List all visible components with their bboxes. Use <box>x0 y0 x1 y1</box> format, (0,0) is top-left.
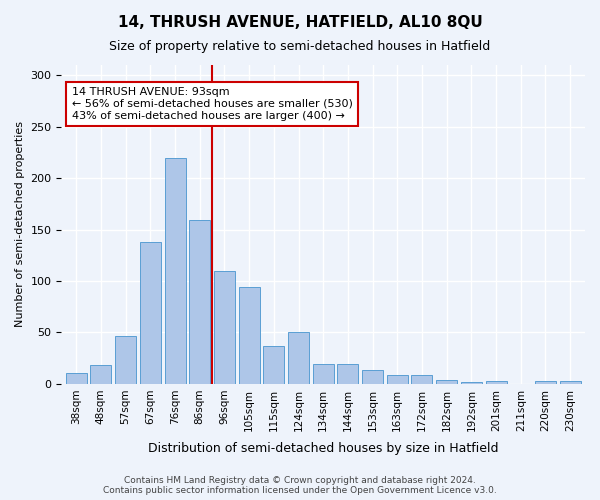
Bar <box>239 287 260 384</box>
Bar <box>263 346 284 384</box>
Bar <box>337 364 358 384</box>
Bar <box>535 381 556 384</box>
Text: Size of property relative to semi-detached houses in Hatfield: Size of property relative to semi-detach… <box>109 40 491 53</box>
Text: 14 THRUSH AVENUE: 93sqm
← 56% of semi-detached houses are smaller (530)
43% of s: 14 THRUSH AVENUE: 93sqm ← 56% of semi-de… <box>72 88 353 120</box>
Text: Contains HM Land Registry data © Crown copyright and database right 2024.
Contai: Contains HM Land Registry data © Crown c… <box>103 476 497 495</box>
Bar <box>140 242 161 384</box>
Bar <box>66 372 87 384</box>
Bar <box>461 382 482 384</box>
Y-axis label: Number of semi-detached properties: Number of semi-detached properties <box>15 122 25 328</box>
Bar <box>313 364 334 384</box>
Bar <box>387 374 408 384</box>
Bar <box>115 336 136 384</box>
Bar <box>288 332 309 384</box>
Bar <box>485 381 506 384</box>
Bar <box>189 220 210 384</box>
Bar <box>91 366 112 384</box>
X-axis label: Distribution of semi-detached houses by size in Hatfield: Distribution of semi-detached houses by … <box>148 442 499 455</box>
Text: 14, THRUSH AVENUE, HATFIELD, AL10 8QU: 14, THRUSH AVENUE, HATFIELD, AL10 8QU <box>118 15 482 30</box>
Bar <box>214 270 235 384</box>
Bar <box>436 380 457 384</box>
Bar <box>362 370 383 384</box>
Bar <box>412 374 433 384</box>
Bar <box>164 158 185 384</box>
Bar <box>560 381 581 384</box>
